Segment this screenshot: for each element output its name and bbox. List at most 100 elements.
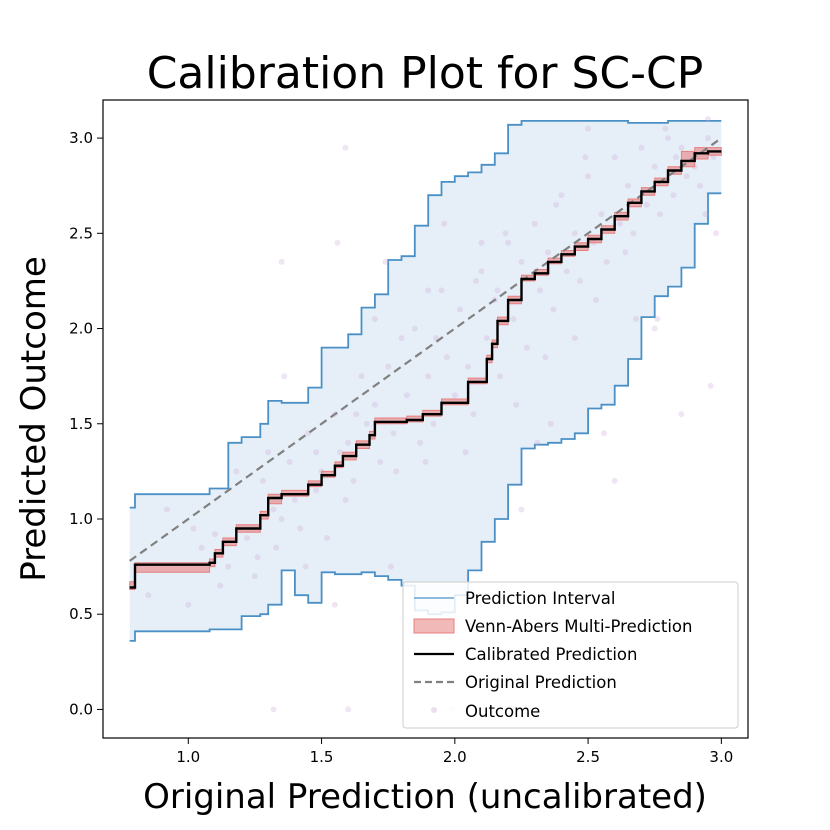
- outcome-point: [302, 563, 309, 570]
- outcome-point: [593, 297, 600, 303]
- outcome-point: [563, 268, 570, 275]
- legend-label-original: Original Prediction: [465, 673, 617, 692]
- outcome-point: [211, 531, 218, 538]
- outcome-point: [323, 535, 330, 541]
- outcome-point: [278, 258, 285, 265]
- outcome-point: [542, 354, 549, 361]
- outcome-point: [494, 287, 501, 294]
- outcome-point: [441, 220, 448, 227]
- outcome-point: [350, 477, 357, 484]
- outcome-point: [713, 230, 719, 237]
- outcome-point: [622, 249, 629, 256]
- outcome-point: [683, 173, 690, 180]
- x-tick-label: 3.0: [709, 748, 733, 766]
- outcome-point: [377, 458, 384, 465]
- outcome-point: [705, 135, 711, 142]
- outcome-point: [342, 496, 349, 503]
- original-prediction-line: [129, 137, 722, 562]
- outcome-point: [550, 306, 557, 313]
- outcome-point: [164, 506, 170, 513]
- outcome-point: [617, 220, 624, 227]
- x-tick-label: 2.5: [576, 748, 600, 766]
- x-tick-label: 1.0: [176, 748, 200, 766]
- y-tick-label: 2.0: [69, 320, 93, 338]
- outcome-point: [393, 468, 400, 475]
- outcome-point: [478, 268, 485, 275]
- legend-label-venn-abers: Venn-Abers Multi-Prediction: [465, 617, 692, 636]
- outcome-point: [603, 258, 610, 265]
- legend-label-calibrated: Calibrated Prediction: [465, 645, 637, 664]
- plot-frame: [102, 99, 749, 739]
- outcome-point: [345, 439, 352, 446]
- outcome-point: [478, 239, 485, 246]
- outcome-point: [523, 344, 530, 351]
- outcome-point: [297, 525, 304, 532]
- outcome-point: [585, 173, 592, 180]
- outcome-point: [582, 154, 589, 161]
- outcome-point: [465, 363, 472, 370]
- outcome-point: [657, 211, 663, 218]
- outcome-point: [651, 325, 658, 332]
- x-axis: 1.0 1.5 2.0 2.5 3.0: [176, 738, 733, 766]
- outcome-point: [270, 706, 277, 713]
- outcome-point: [558, 192, 565, 199]
- y-tick-label: 2.5: [69, 224, 93, 242]
- outcome-point: [385, 363, 392, 370]
- outcome-point: [313, 449, 320, 456]
- outcome-point: [251, 573, 258, 580]
- outcome-point: [665, 135, 671, 142]
- legend-box: [402, 581, 739, 729]
- y-axis: 0.0 0.5 1.0 1.5 2.0 2.5 3.0: [69, 129, 103, 718]
- legend: Prediction Interval Venn-Abers Multi-Pre…: [402, 581, 739, 729]
- outcome-point: [387, 563, 394, 570]
- outcome-point: [451, 392, 458, 399]
- outcome-point: [371, 401, 378, 408]
- outcome-point: [334, 239, 341, 246]
- legend-swatch-outcome: [431, 707, 437, 713]
- outcome-point: [390, 430, 397, 437]
- outcome-point: [497, 373, 504, 380]
- outcome-point: [547, 420, 554, 427]
- outcome-point: [291, 496, 298, 503]
- x-axis-label: Original Prediction (uncalibrated): [143, 777, 707, 817]
- outcome-point: [611, 154, 618, 161]
- outcome-point: [571, 230, 578, 237]
- outcome-point: [422, 458, 429, 465]
- outcome-point: [534, 439, 541, 446]
- outcome-point: [425, 287, 432, 294]
- y-tick-label: 1.0: [69, 510, 93, 528]
- legend-label-outcome: Outcome: [465, 702, 540, 721]
- outcome-point: [198, 544, 205, 551]
- outcome-point: [259, 477, 266, 484]
- outcome-point: [353, 411, 360, 418]
- outcome-point: [483, 335, 490, 342]
- outcome-point: [313, 487, 320, 494]
- y-tick-label: 1.5: [69, 415, 93, 433]
- y-axis-label: Predicted Outcome: [14, 256, 54, 582]
- outcome-point: [705, 116, 711, 122]
- outcome-point: [398, 335, 405, 342]
- prediction-interval-upper: [129, 120, 722, 509]
- y-tick-label: 0.0: [69, 700, 93, 718]
- outcome-point: [443, 354, 450, 361]
- outcome-point: [611, 477, 618, 484]
- outcome-point: [270, 506, 277, 513]
- outcome-point: [577, 277, 584, 284]
- outcome-point: [286, 458, 293, 465]
- outcome-point: [233, 468, 240, 475]
- outcome-point: [281, 373, 288, 380]
- outcome-point: [190, 525, 197, 532]
- outcome-point: [371, 316, 378, 322]
- x-tick-label: 1.5: [310, 748, 334, 766]
- legend-label-prediction-interval: Prediction Interval: [465, 589, 615, 608]
- outcome-point: [363, 420, 370, 427]
- outcome-point: [337, 449, 344, 456]
- outcome-point: [331, 601, 338, 608]
- outcome-point: [633, 316, 640, 322]
- outcome-point: [673, 154, 679, 161]
- outcome-point: [654, 316, 661, 322]
- outcome-point: [278, 516, 285, 522]
- outcome-point: [505, 239, 512, 246]
- outcome-point: [411, 325, 418, 332]
